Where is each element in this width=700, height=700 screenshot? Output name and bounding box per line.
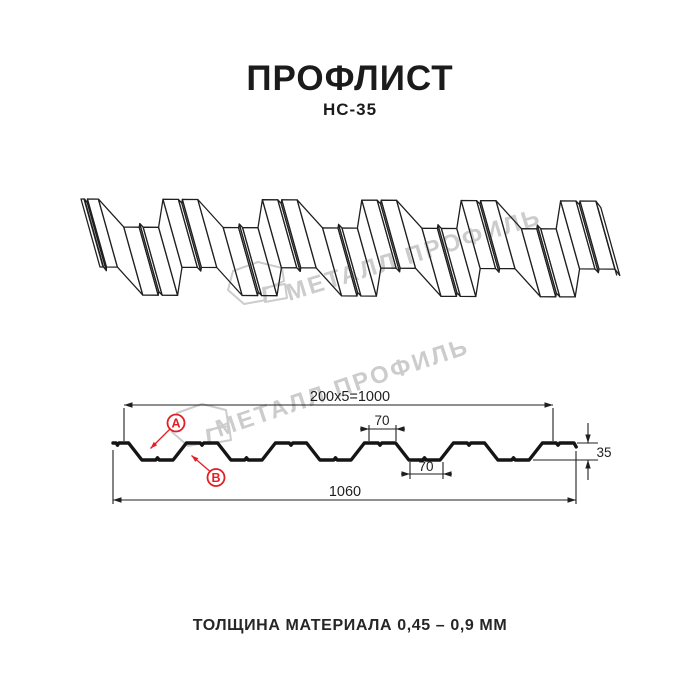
- dimension-arrow: [396, 426, 405, 432]
- callouts: [150, 413, 226, 487]
- sheet-left-edge: [83, 198, 104, 268]
- material-thickness-note: ТОЛЩИНА МАТЕРИАЛА 0,45 – 0,9 ММ: [192, 617, 508, 634]
- profile-section-drawing: [111, 441, 578, 462]
- sheet-right-edge: [597, 207, 618, 276]
- callout-b-circle: [206, 468, 226, 487]
- dim-crest-width-label: 70: [374, 413, 389, 428]
- dimension-arrow: [544, 402, 553, 408]
- watermark-text: МЕТАЛЛ ПРОФИЛЬ: [212, 333, 472, 443]
- dimension-arrow: [360, 426, 369, 432]
- dimension-arrow: [443, 471, 452, 477]
- profile-model-label: НС-35: [322, 100, 378, 119]
- profile-3d-drawing: [80, 198, 621, 298]
- callout-a-letter: A: [171, 417, 180, 431]
- callout-b-letter: B: [211, 471, 220, 485]
- dim-full-width-label: 1060: [329, 484, 361, 500]
- dim-top-width-label: 200x5=1000: [310, 389, 390, 405]
- dimension-arrow: [113, 497, 122, 503]
- dimension-arrow: [585, 460, 591, 469]
- dimension-lines: [112, 402, 598, 504]
- callout-a-circle: [166, 413, 186, 433]
- section-outline: [111, 441, 578, 462]
- dimension-arrow: [124, 402, 133, 408]
- dimension-arrow: [401, 471, 410, 477]
- dim-valley-width-label: 70: [418, 459, 433, 474]
- dim-height-label: 35: [596, 445, 611, 460]
- dimension-arrow: [585, 434, 591, 443]
- callout-arrowhead: [191, 455, 199, 462]
- dimension-arrow: [567, 497, 576, 503]
- page-title: ПРОФЛИСТ: [246, 59, 454, 98]
- callout-arrowhead: [150, 441, 158, 449]
